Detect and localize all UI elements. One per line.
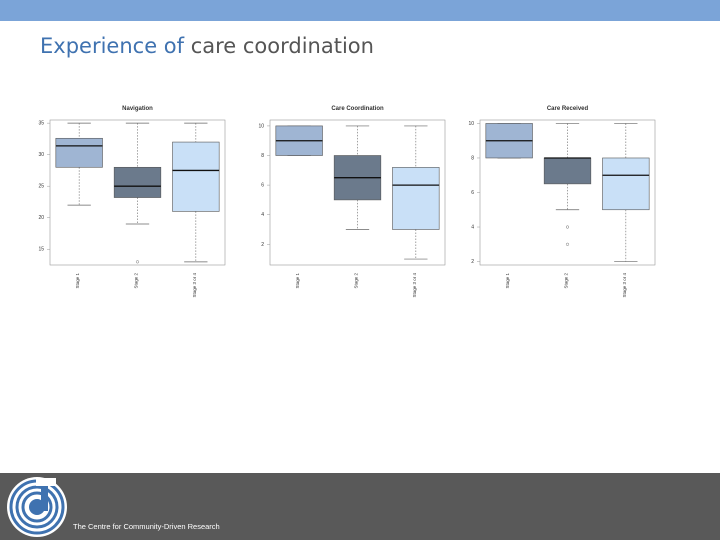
boxplot-navigation: Navigation 15 20 25 30 35 Stage 1 Stage 2 Stage … <box>38 106 226 298</box>
y-tick-label: 8 <box>471 155 474 161</box>
chart-title: Care Received <box>547 106 589 112</box>
x-category-label: Stage 2 <box>134 273 139 289</box>
slide-title-accent: Experience of <box>40 34 185 58</box>
x-category-label: Stage 3 or 4 <box>622 273 627 298</box>
y-tick-label: 2 <box>471 259 474 265</box>
slide-title-rest: care coordination <box>184 34 374 58</box>
chart-panel-care-received: Care Received 2 4 6 8 10 Stage 1 Stage 2 Stage 3… <box>460 100 660 300</box>
y-tick-label: 2 <box>261 242 264 248</box>
chart-panel-navigation: Navigation 15 20 25 30 35 Stage 1 Stage 2 Stage … <box>30 100 230 300</box>
x-category-label: Stage 3 or 4 <box>192 273 197 298</box>
x-category-label: Stage 1 <box>75 273 80 289</box>
box-iqr <box>392 167 440 230</box>
box-iqr <box>55 137 103 168</box>
plot-frame <box>269 119 446 266</box>
outlier-point <box>135 260 140 264</box>
footer-organisation-name: The Centre for Community-Driven Research <box>73 522 220 531</box>
outlier-point <box>565 225 570 229</box>
box-iqr <box>602 157 650 211</box>
y-tick-label: 10 <box>258 123 264 129</box>
x-category-label: Stage 1 <box>505 273 510 289</box>
chart-panel-care-coordination: Care Coordination 2 4 6 8 10 Stage 1 Stage 2 Sta… <box>250 100 450 300</box>
y-tick-label: 15 <box>38 247 44 253</box>
x-category-label: Stage 1 <box>295 273 300 289</box>
y-tick-label: 6 <box>471 190 474 196</box>
x-category-label: Stage 3 or 4 <box>412 273 417 298</box>
box-iqr <box>543 157 592 185</box>
y-tick-label: 6 <box>261 183 264 189</box>
boxplot-care-received: Care Received 2 4 6 8 10 Stage 1 Stage 2 Stage 3… <box>468 106 656 298</box>
slide-title: Experience of care coordination <box>40 34 374 58</box>
footer-bar: The Centre for Community-Driven Research <box>0 473 720 540</box>
top-accent-bar <box>0 0 720 21</box>
chart-title: Navigation <box>122 106 153 112</box>
x-category-label: Stage 2 <box>564 273 569 289</box>
y-tick-label: 8 <box>261 153 264 159</box>
outlier-point <box>565 242 570 246</box>
y-tick-label: 4 <box>471 225 474 231</box>
y-tick-label: 35 <box>38 121 44 127</box>
y-tick-label: 25 <box>38 184 44 190</box>
y-tick-label: 30 <box>38 152 44 158</box>
y-tick-label: 20 <box>38 215 44 221</box>
box-iqr <box>113 166 162 198</box>
chart-title: Care Coordination <box>331 106 384 112</box>
y-tick-label: 10 <box>468 121 474 127</box>
plot-frame <box>49 119 226 266</box>
box-iqr <box>172 141 220 212</box>
boxplot-care-coordination: Care Coordination 2 4 6 8 10 Stage 1 Stage 2 Sta… <box>258 106 446 298</box>
y-tick-label: 4 <box>261 212 264 218</box>
x-category-label: Stage 2 <box>354 273 359 289</box>
organisation-logo <box>7 477 67 537</box>
